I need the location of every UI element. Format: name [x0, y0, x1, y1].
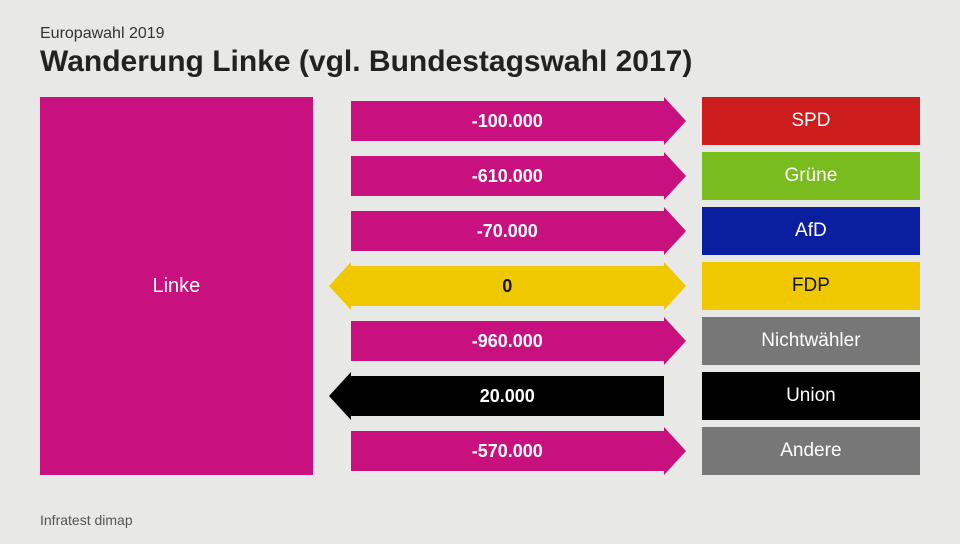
flow-arrow: 0	[329, 262, 686, 310]
flow-value: 0	[351, 266, 664, 306]
target-party-box: Nichtwähler	[702, 317, 920, 365]
target-party-label: Union	[786, 385, 836, 407]
flow-column: -100.000 -610.000 -70.000 0 -960.000 20.000 -5…	[329, 97, 686, 475]
target-party-box: AfD	[702, 207, 920, 255]
flow-arrow: -960.000	[329, 317, 686, 365]
arrow-tip-right-icon	[664, 152, 686, 200]
target-party-label: Grüne	[784, 165, 837, 187]
chart-subtitle: Europawahl 2019	[40, 25, 920, 43]
target-party-box: Andere	[702, 427, 920, 475]
target-party-box: Grüne	[702, 152, 920, 200]
target-party-box: Union	[702, 372, 920, 420]
target-party-box: FDP	[702, 262, 920, 310]
arrow-tip-right-icon	[664, 97, 686, 145]
target-party-label: AfD	[795, 220, 827, 242]
flow-value: -570.000	[351, 431, 664, 471]
arrow-tip-right-icon	[664, 317, 686, 365]
chart-content: Linke -100.000 -610.000 -70.000 0 -960.000 20…	[40, 97, 920, 475]
chart-header: Europawahl 2019 Wanderung Linke (vgl. Bu…	[40, 25, 920, 79]
source-credit: Infratest dimap	[40, 512, 133, 528]
flow-arrow: -100.000	[329, 97, 686, 145]
source-party-block: Linke	[40, 97, 313, 475]
flow-value: -70.000	[351, 211, 664, 251]
arrow-tip-right-icon	[664, 262, 686, 310]
arrow-tip-left-icon	[329, 262, 351, 310]
flow-value: -610.000	[351, 156, 664, 196]
flow-arrow: -610.000	[329, 152, 686, 200]
arrow-tip-left-icon	[329, 372, 351, 420]
target-party-label: SPD	[791, 110, 830, 132]
arrow-tip-right-icon	[664, 207, 686, 255]
arrow-tip-right-icon	[664, 427, 686, 475]
target-party-box: SPD	[702, 97, 920, 145]
target-party-label: Nichtwähler	[761, 330, 860, 352]
flow-arrow: -70.000	[329, 207, 686, 255]
target-column: SPD Grüne AfD FDP Nichtwähler Union Andere	[702, 97, 920, 475]
target-party-label: Andere	[780, 440, 841, 462]
flow-arrow: -570.000	[329, 427, 686, 475]
source-party-label: Linke	[152, 275, 200, 298]
chart-title: Wanderung Linke (vgl. Bundestagswahl 201…	[40, 45, 920, 79]
target-party-label: FDP	[792, 275, 830, 297]
flow-value: 20.000	[351, 376, 664, 416]
flow-value: -960.000	[351, 321, 664, 361]
flow-arrow: 20.000	[329, 372, 686, 420]
flow-value: -100.000	[351, 101, 664, 141]
